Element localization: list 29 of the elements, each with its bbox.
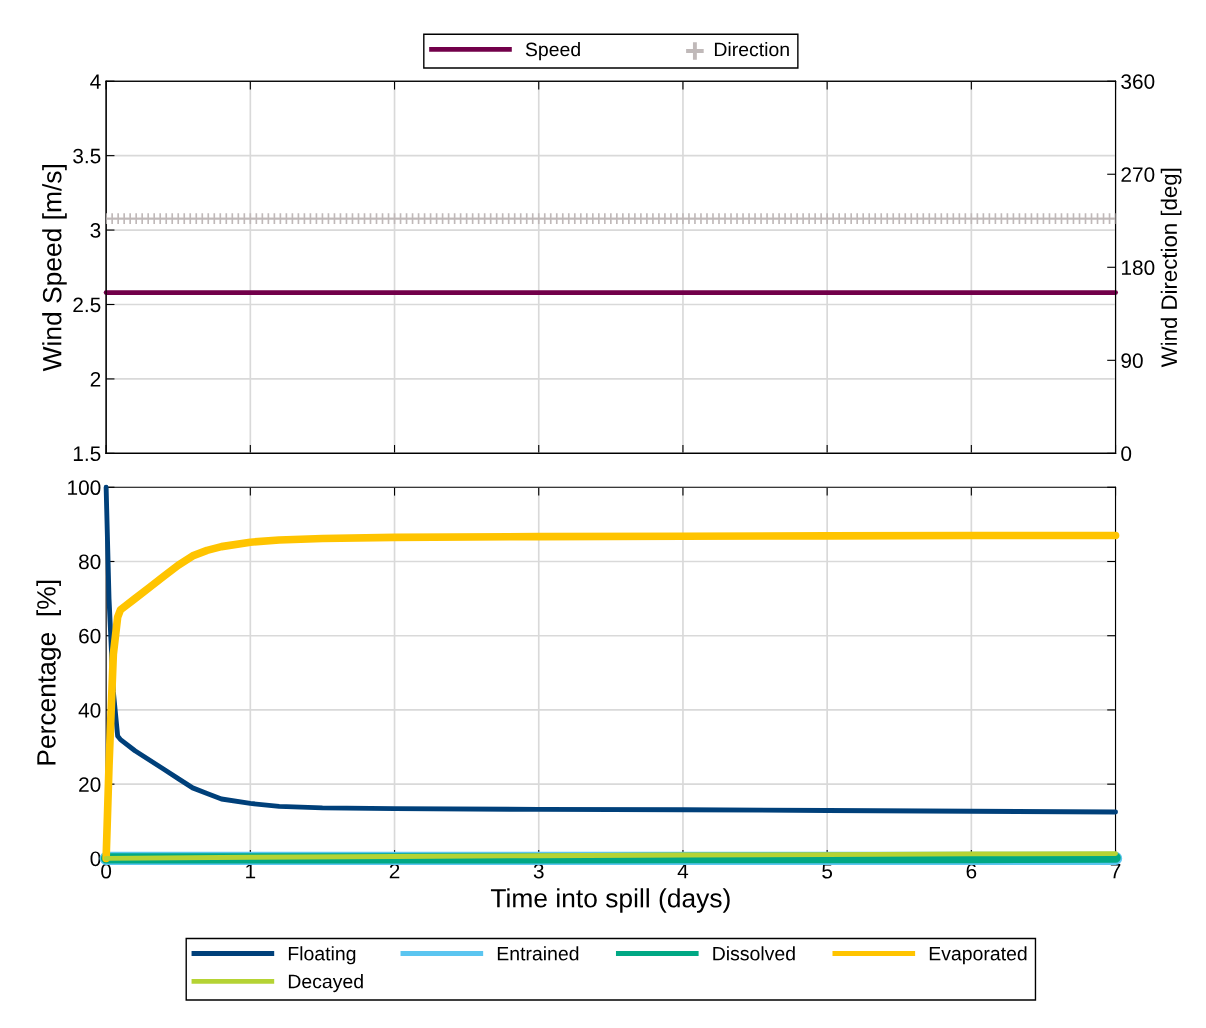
y-tick-label: 1.5 [73,446,101,462]
y-tick-label: 100 [68,480,101,496]
y-tick-label: 4 [90,74,101,89]
legend-label: Evaporated [929,946,1027,965]
y-tick-label: 80 [79,554,101,570]
legend-label: Direction [714,42,789,57]
y-axis-title: Percentage [%] [36,580,61,765]
y2-tick-label: 0 [1121,446,1132,462]
legend-label: Floating [288,946,356,965]
y-tick-label: 3.5 [73,148,101,164]
x-tick-label: 4 [677,864,689,879]
legend-label: Speed [525,42,580,61]
y-tick-label: 0 [90,851,101,867]
y-tick-label: 40 [78,702,101,718]
y2-tick-label: 360 [1121,74,1155,89]
y2-tick-label: 180 [1122,260,1155,276]
y-tick-label: 60 [79,628,101,644]
y-tick-label: 2.5 [73,297,101,313]
legend-label: Dissolved [713,946,795,961]
y2-axis-title: Wind Direction [deg] [1160,168,1182,368]
legend-label: Decayed [288,974,363,993]
legend-label: Entrained [497,946,579,961]
y2-tick-label: 270 [1121,167,1155,182]
x-axis-title: Time into spill (days) [490,888,730,913]
y-axis-title: Wind Speed [m/s] [42,165,67,372]
y-tick-label: 2 [90,371,101,387]
y-tick-label: 20 [79,777,101,792]
y-tick-label: 3 [90,223,101,238]
y2-tick-label: 90 [1121,353,1143,369]
